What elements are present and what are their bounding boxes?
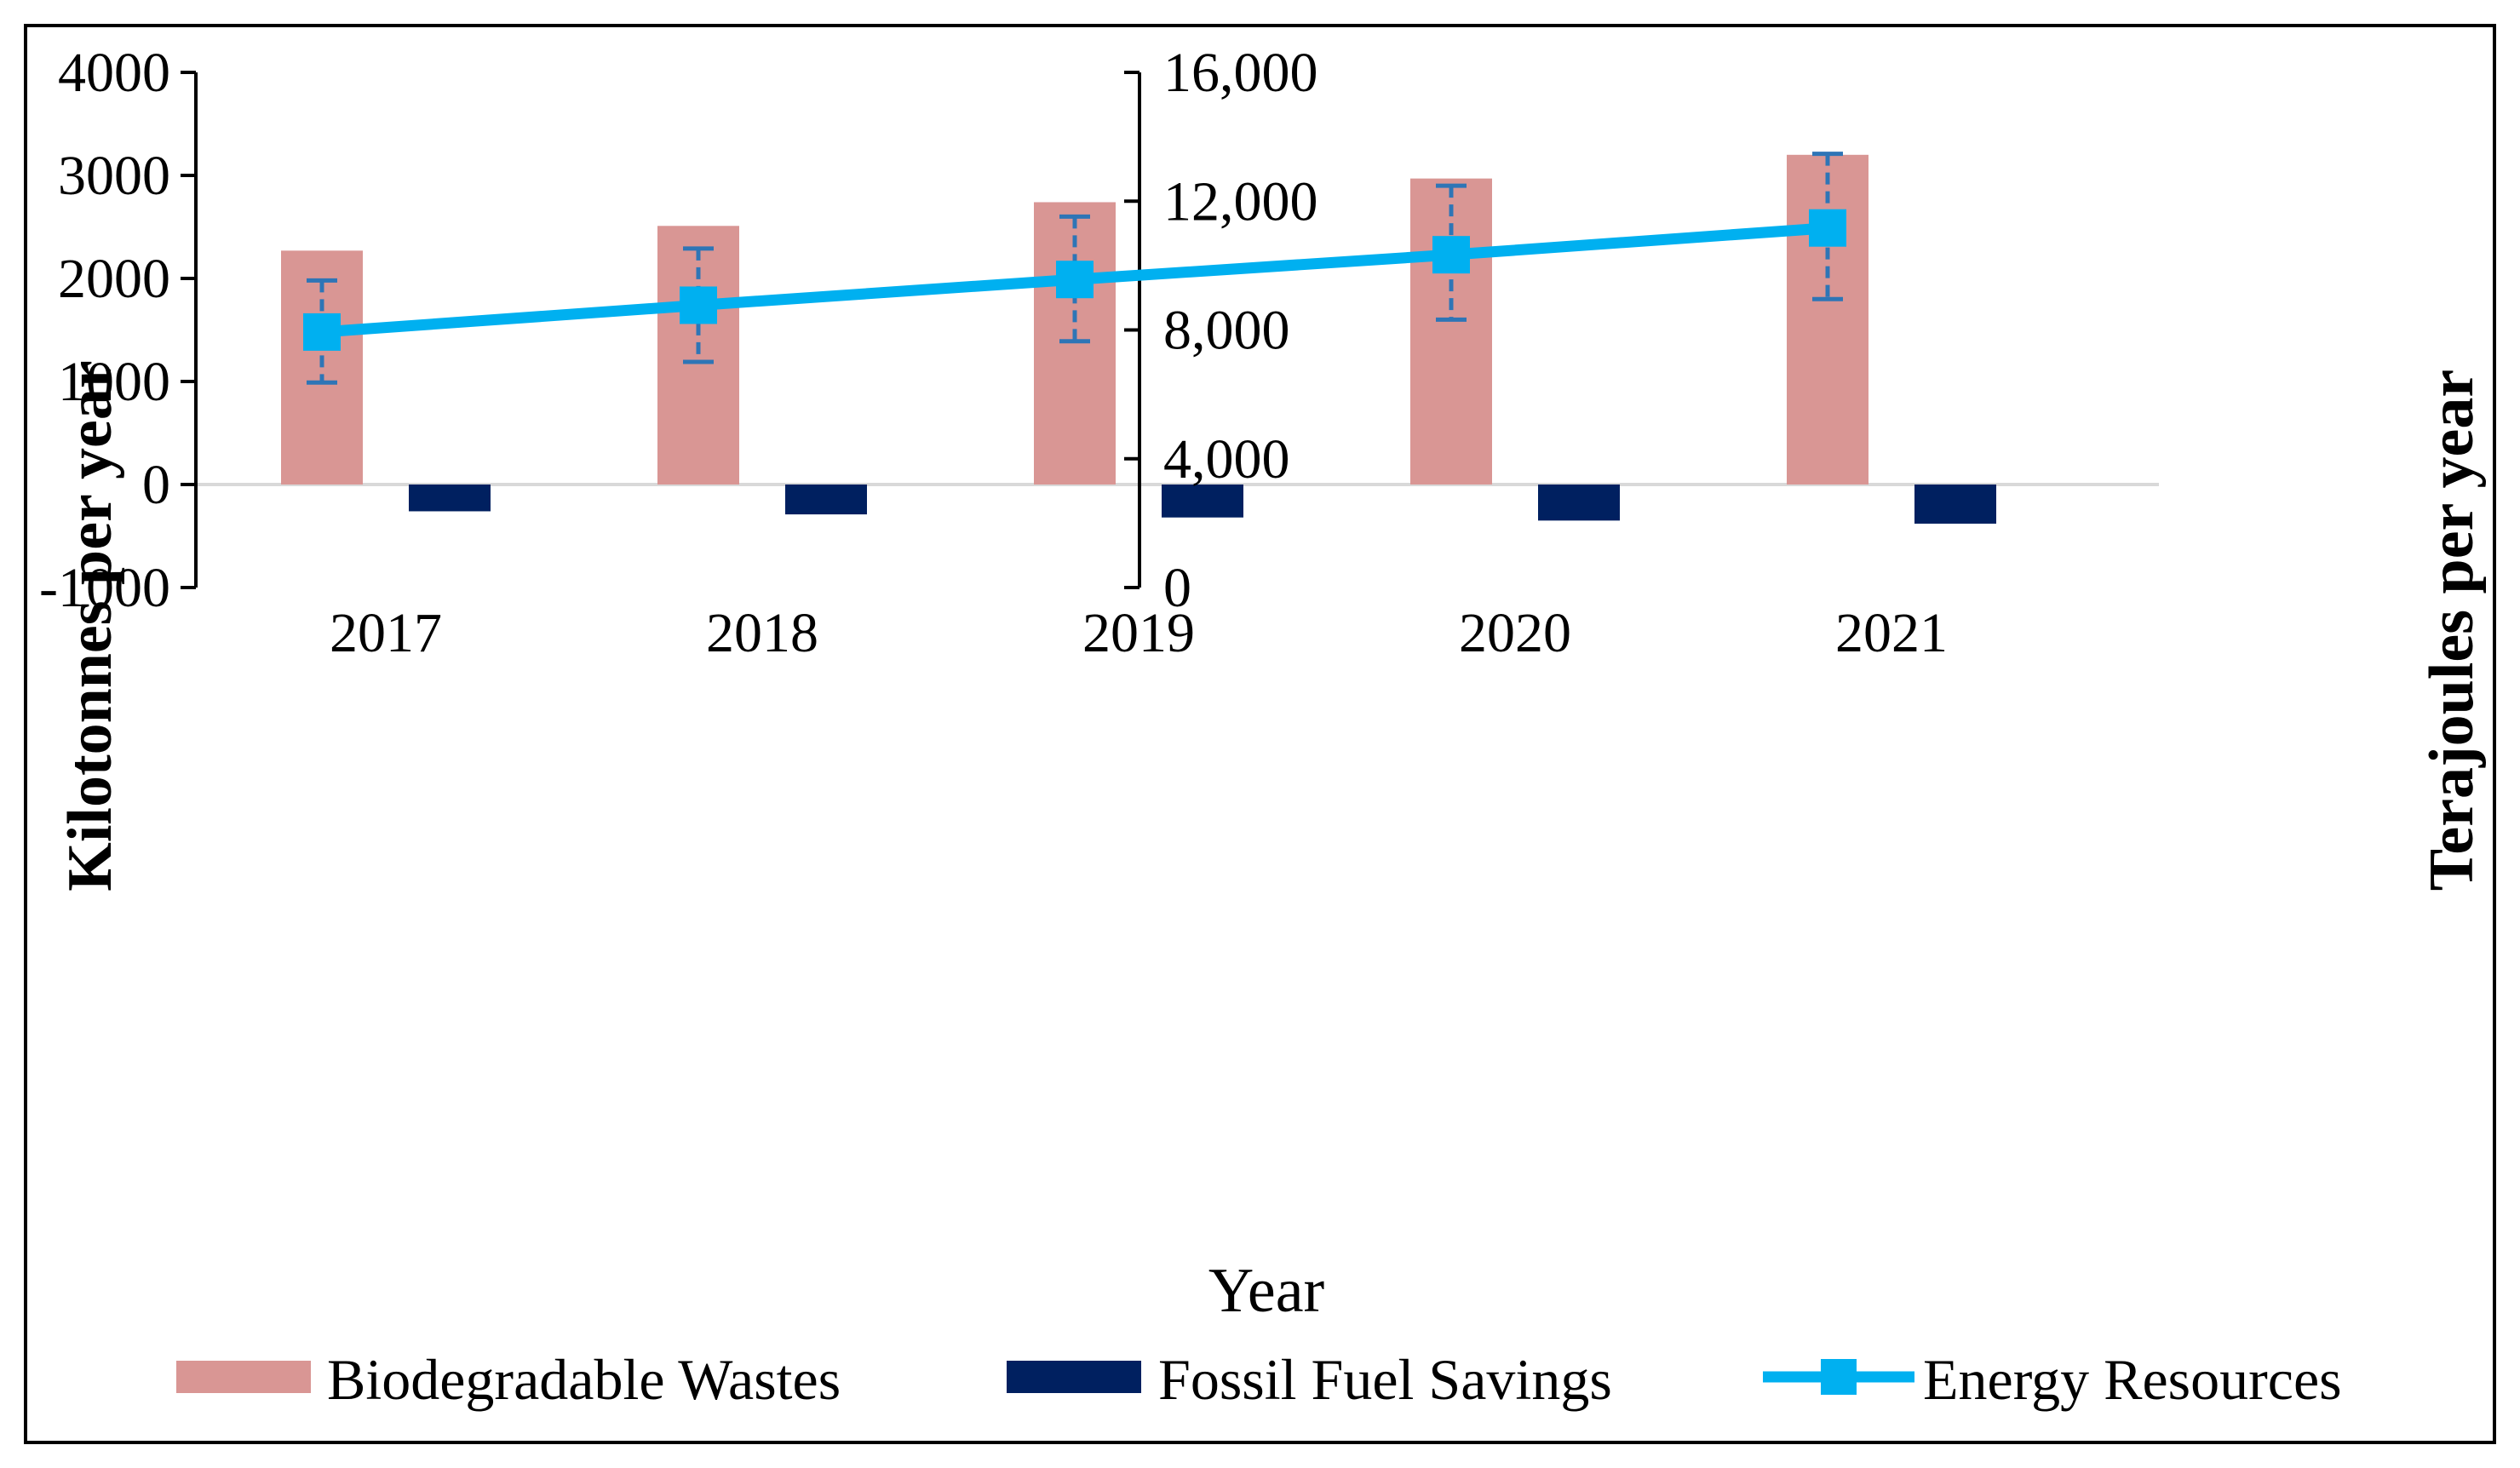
line-layer xyxy=(303,209,1846,351)
legend-item-biodegradable-wastes[interactable]: Biodegradable Wastes xyxy=(176,1347,841,1412)
y2-tick-label: 4,000 xyxy=(1163,428,1290,490)
y2-tick-label: 0 xyxy=(1163,557,1191,619)
legend-item-energy-resources[interactable]: Energy Resources xyxy=(1763,1347,2342,1412)
legend-marker-energy-resources xyxy=(1821,1359,1857,1395)
bar-fossil-fuel-savings-2018 xyxy=(785,485,867,515)
legend-item-fossil-fuel-savings[interactable]: Fossil Fuel Savings xyxy=(1007,1347,1612,1412)
y-tick-label: 0 xyxy=(142,454,170,516)
y-tick-label: -1000 xyxy=(39,557,170,619)
bar-biodegradable-wastes-2018 xyxy=(657,226,739,485)
marker-energy-resources-2019 xyxy=(1056,261,1094,299)
marker-energy-resources-2021 xyxy=(1809,209,1846,247)
y2-tick-label: 12,000 xyxy=(1163,170,1318,232)
bar-fossil-fuel-savings-2019 xyxy=(1162,485,1243,518)
chart-frame xyxy=(24,24,2496,1444)
x-tick-label: 2020 xyxy=(1459,602,1571,664)
legend: Biodegradable Wastes Fossil Fuel Savings… xyxy=(176,1347,2342,1412)
tick-labels-layer: -1000 0 1000 2000 3000 4000 0 4,000 8,000 12,000 1… xyxy=(39,42,1948,664)
bar-fossil-fuel-savings-2021 xyxy=(1914,485,1996,524)
y-tick-label: 1000 xyxy=(58,351,170,413)
x-tick-label: 2021 xyxy=(1835,602,1948,664)
y-axis-title: Kilotonnes per year xyxy=(55,360,125,891)
bar-biodegradable-wastes-2021 xyxy=(1787,154,1868,485)
y2-tick-label: 8,000 xyxy=(1163,300,1290,362)
marker-energy-resources-2020 xyxy=(1432,236,1470,274)
y-tick-label: 3000 xyxy=(58,145,170,207)
bar-fossil-fuel-savings-2017 xyxy=(409,485,491,512)
legend-label-biodegradable-wastes: Biodegradable Wastes xyxy=(327,1347,841,1412)
legend-swatch-fossil-fuel-savings xyxy=(1007,1361,1141,1393)
legend-label-energy-resources: Energy Resources xyxy=(1923,1347,2342,1412)
legend-swatch-biodegradable-wastes xyxy=(176,1361,311,1393)
bar-fossil-fuel-savings-2020 xyxy=(1538,485,1620,521)
x-tick-label: 2017 xyxy=(330,602,442,664)
y2-tick-label: 16,000 xyxy=(1163,42,1318,104)
marker-energy-resources-2018 xyxy=(680,286,717,324)
y2-axis-title: Terajoules per year xyxy=(2417,370,2487,891)
y-tick-label: 2000 xyxy=(58,248,170,310)
axes-layer xyxy=(181,71,1141,589)
x-tick-label: 2019 xyxy=(1082,602,1195,664)
x-tick-label: 2018 xyxy=(706,602,818,664)
x-axis-title: Year xyxy=(1208,1256,1324,1326)
marker-energy-resources-2017 xyxy=(303,313,341,351)
y-tick-label: 4000 xyxy=(58,42,170,104)
legend-label-fossil-fuel-savings: Fossil Fuel Savings xyxy=(1158,1347,1612,1412)
